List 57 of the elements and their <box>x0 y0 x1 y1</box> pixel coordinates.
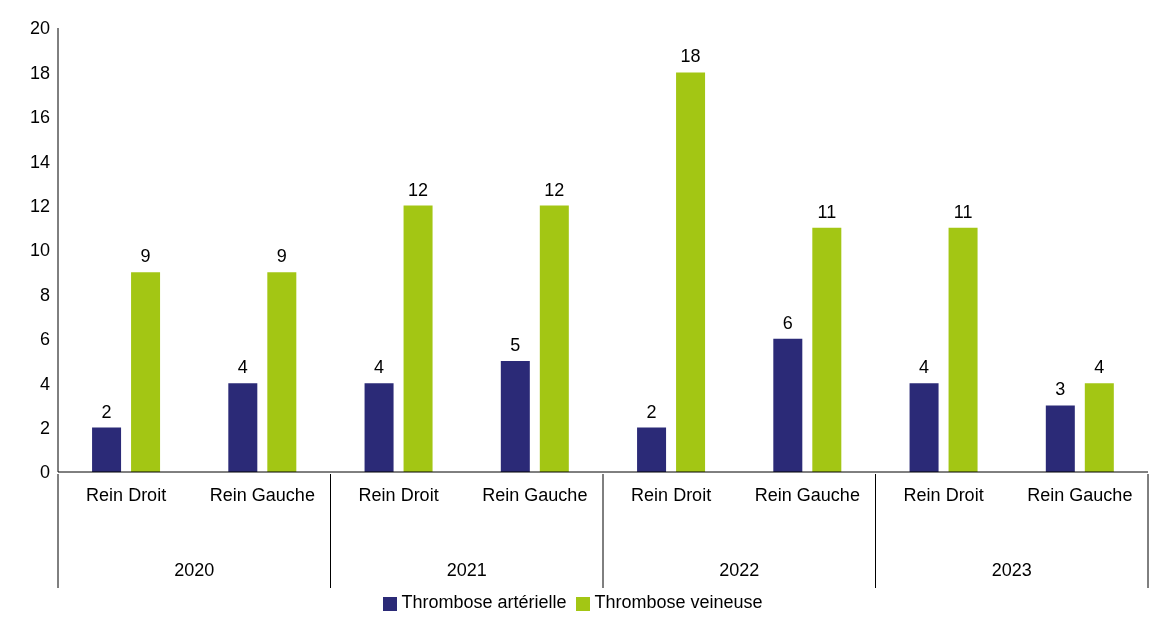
data-label: 4 <box>919 357 930 378</box>
data-label: 6 <box>782 312 793 333</box>
bar <box>948 227 978 472</box>
bar <box>267 272 297 472</box>
text: 2023 <box>991 560 1032 580</box>
data-label: 12 <box>408 179 429 200</box>
bar <box>131 272 161 472</box>
text: 2022 <box>719 560 760 580</box>
x-tick-label: Rein Gauche <box>482 484 588 505</box>
data-label: 9 <box>140 246 151 267</box>
data-label: 4 <box>1094 357 1105 378</box>
y-tick-label: 20 <box>29 18 50 39</box>
data-label: 5 <box>510 335 521 355</box>
data-label: 2 <box>101 401 112 422</box>
bar <box>539 205 569 472</box>
bar <box>92 427 122 472</box>
y-tick-label: 0 <box>39 462 50 483</box>
x-tick-label: Rein Droit <box>631 484 712 505</box>
y-tick-label: 8 <box>39 284 50 305</box>
text: 2020 <box>174 560 215 580</box>
data-label: 9 <box>276 246 287 267</box>
y-tick-label: 10 <box>29 240 50 261</box>
x-tick-label: Rein Gauche <box>209 484 315 505</box>
bar <box>1045 405 1075 472</box>
data-label: 3 <box>1055 379 1066 400</box>
y-tick-label: 16 <box>29 107 50 128</box>
text: 2021 <box>446 560 487 580</box>
bar <box>909 383 939 472</box>
y-tick-label: 14 <box>29 151 50 172</box>
x-tick-label: Rein Gauche <box>754 484 860 505</box>
y-tick-label: 4 <box>39 373 50 394</box>
legend-label: Thrombose artérielle <box>401 592 567 612</box>
bar <box>676 72 706 472</box>
data-label: 11 <box>817 201 837 222</box>
bar <box>773 338 803 472</box>
y-tick-label: 18 <box>29 62 50 83</box>
x-tick-label: Rein Droit <box>358 484 439 505</box>
bar <box>403 205 433 472</box>
legend-label: Thrombose veineuse <box>594 592 763 612</box>
data-label: 11 <box>953 201 973 222</box>
data-label: 4 <box>237 357 248 378</box>
data-label: 18 <box>680 46 701 67</box>
data-label: 4 <box>374 357 385 378</box>
y-tick-label: 12 <box>29 195 50 216</box>
y-tick-label: 2 <box>39 417 50 438</box>
y-tick-label: 6 <box>39 329 50 350</box>
bar <box>500 361 530 472</box>
x-tick-label: Rein Droit <box>86 484 167 505</box>
x-tick-label: Rein Gauche <box>1027 484 1133 505</box>
bar <box>228 383 258 472</box>
bar <box>1084 383 1114 472</box>
data-label: 2 <box>646 401 657 422</box>
bar <box>637 427 667 472</box>
bar <box>812 227 842 472</box>
data-label: 12 <box>544 179 565 200</box>
bar <box>364 383 394 472</box>
x-tick-label: Rein Droit <box>903 484 984 505</box>
